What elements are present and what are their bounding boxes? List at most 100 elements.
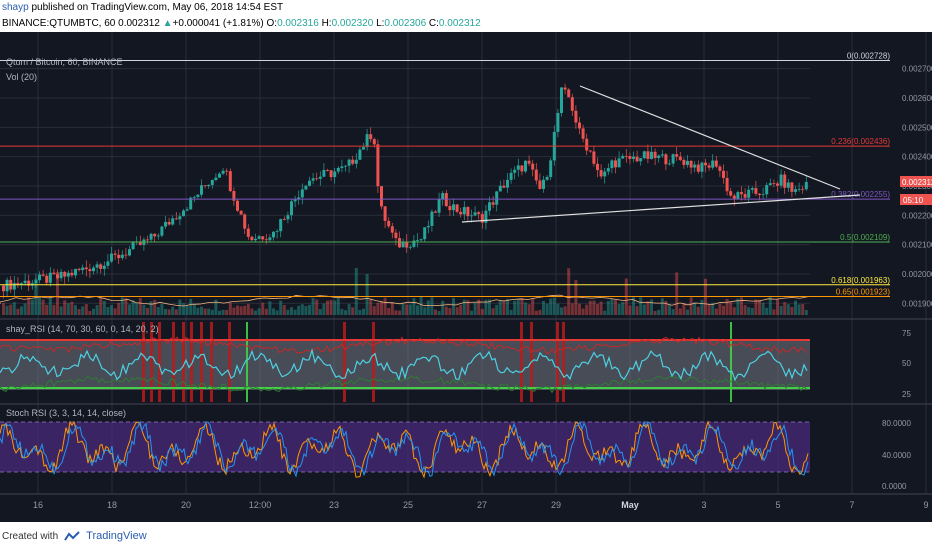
volume-bar (300, 304, 304, 315)
low-value: 0.002306 (384, 18, 427, 29)
volume-bar (477, 299, 481, 315)
open-label: O: (266, 18, 278, 29)
candle-body (412, 240, 416, 247)
candle-body (272, 231, 275, 238)
candle-body (470, 215, 473, 217)
volume-bar (110, 305, 113, 315)
volume-bar (164, 309, 167, 315)
volume-bar (714, 308, 718, 315)
candle-body (275, 231, 279, 232)
candle-body (617, 158, 621, 168)
candle-body (225, 170, 229, 172)
volume-bar (246, 303, 250, 315)
candle-body (138, 241, 142, 245)
volume-bar (768, 297, 772, 315)
candle-body (207, 184, 211, 186)
candle-body (214, 177, 218, 180)
candle-body (596, 163, 599, 171)
candle-body (243, 214, 247, 229)
candle-body (401, 241, 405, 248)
volume-bar (351, 307, 355, 315)
volume-bar (160, 303, 164, 315)
candle-body (603, 171, 607, 177)
rsi-red-signal-bar (158, 322, 161, 402)
main-price-pane[interactable]: 0(0.002728) 0.236(0.002436) 0.382(0.002255… (0, 51, 890, 315)
trendline-lower[interactable] (461, 194, 861, 223)
volume-bar (653, 310, 657, 315)
rsi-red-signal-bar (556, 322, 559, 402)
candle-body (455, 204, 459, 212)
candle-body (574, 110, 578, 123)
candle-body (171, 218, 175, 225)
candle-body (293, 199, 297, 202)
rsi-red-signal-bar (343, 322, 346, 402)
candle-body (300, 189, 304, 198)
volume-bar (318, 309, 322, 315)
close-label: C: (428, 18, 439, 29)
volume-bar (354, 267, 358, 315)
volume-bar (671, 309, 675, 315)
volume-bar (387, 308, 391, 315)
candle-body (790, 182, 794, 192)
rsi-pane[interactable]: shay_RSI (14, 70, 30, 60, 0, 14, 20, 2) … (0, 322, 911, 402)
volume-bar (588, 300, 592, 315)
volume-bar (416, 305, 419, 315)
time-axis[interactable]: 16 18 20 12:00 23 25 27 29 May 3 5 7 9 (33, 500, 929, 510)
candle-body (210, 179, 214, 185)
volume-bar (585, 304, 589, 315)
candle-body (106, 261, 110, 266)
volume-bar (74, 305, 77, 315)
volume-bar (491, 308, 495, 315)
candle-body (448, 206, 452, 211)
volume-bar (542, 301, 545, 315)
candle-body (218, 173, 221, 178)
stoch-rsi-pane[interactable]: Stoch RSI (3, 3, 14, 14, close) 80.0000 … (0, 408, 911, 491)
stoch-k-line (0, 420, 809, 478)
volume-bar (99, 297, 103, 315)
candle-body (498, 185, 502, 192)
volume-bar (617, 304, 621, 315)
volume-bar (218, 310, 221, 315)
volume-bar (448, 308, 452, 315)
candle-body (203, 185, 207, 187)
time-tick: 5 (775, 500, 780, 510)
volume-bar (502, 300, 506, 315)
candle-body (48, 272, 52, 283)
time-tick: 9 (923, 500, 928, 510)
volume-bar (524, 302, 527, 315)
chart-area[interactable]: 0(0.002728) 0.236(0.002436) 0.382(0.002255… (0, 32, 932, 522)
candle-body (531, 163, 535, 170)
volume-bar (545, 303, 549, 315)
trendline-upper[interactable] (579, 85, 841, 190)
volume-bar (628, 305, 632, 315)
rsi-red-signal-bar (142, 322, 145, 402)
candle-body (495, 191, 499, 205)
volume-bar (642, 304, 646, 315)
volume-bar (189, 298, 193, 315)
tradingview-brand[interactable]: TradingView (86, 530, 147, 542)
candle-body (513, 169, 517, 173)
time-tick: 16 (33, 500, 43, 510)
last-price: 0.002312 (118, 18, 160, 29)
candle-body (354, 159, 358, 164)
volume-bar (59, 306, 63, 315)
candle-body (286, 215, 290, 220)
candle-body (437, 199, 441, 213)
candle-body (315, 178, 319, 180)
rsi-band (0, 340, 810, 390)
volume-bar (405, 304, 409, 315)
volume-bar (538, 309, 542, 315)
rsi-red-signal-bar (228, 322, 231, 402)
candle-body (110, 253, 113, 262)
author-link[interactable]: shayp (2, 2, 29, 13)
volume-bar (520, 297, 524, 315)
time-tick: 3 (701, 500, 706, 510)
candle-body (545, 176, 549, 180)
volume-bar (156, 307, 160, 315)
candle-body (34, 280, 38, 284)
volume-bar (398, 310, 401, 315)
created-with-text: Created with (2, 530, 59, 542)
